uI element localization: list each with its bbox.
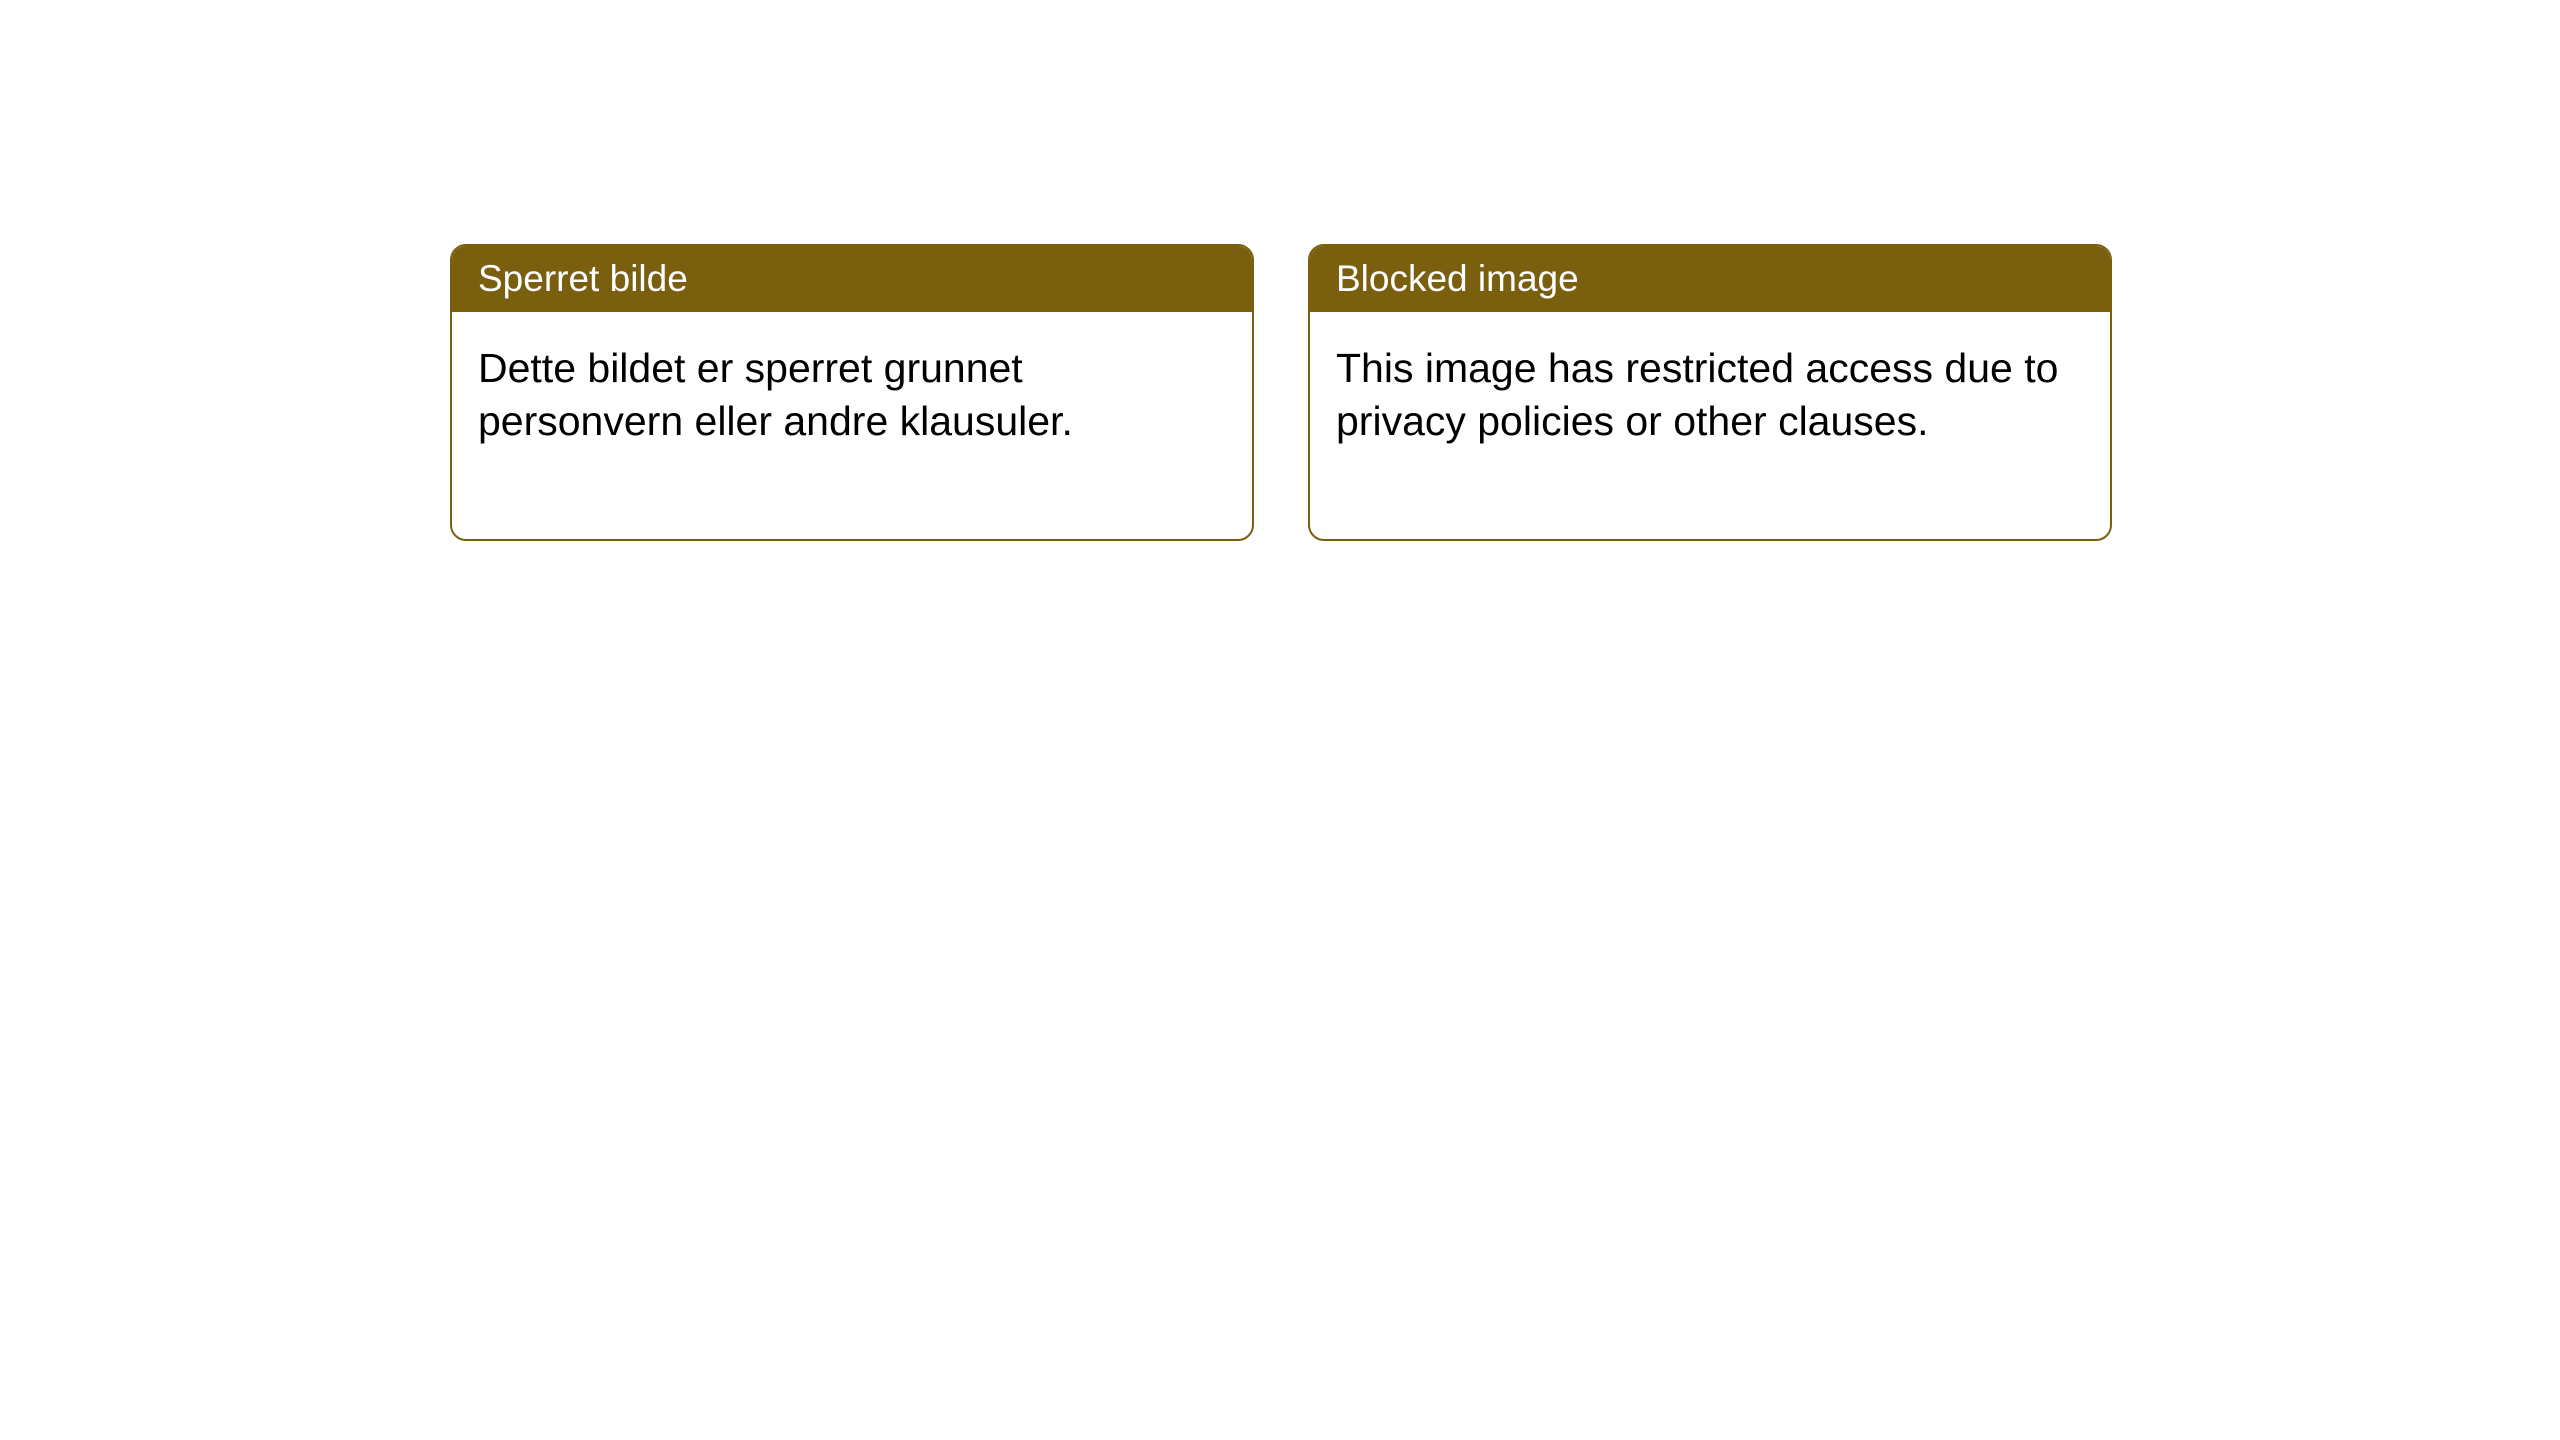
notice-card-norwegian: Sperret bilde Dette bildet er sperret gr…: [450, 244, 1254, 541]
notice-header-text: Blocked image: [1336, 258, 1579, 299]
notice-header-text: Sperret bilde: [478, 258, 688, 299]
notice-header: Sperret bilde: [452, 246, 1252, 312]
notice-body: This image has restricted access due to …: [1310, 312, 2110, 539]
notice-container: Sperret bilde Dette bildet er sperret gr…: [450, 244, 2112, 541]
notice-header: Blocked image: [1310, 246, 2110, 312]
notice-body-text: Dette bildet er sperret grunnet personve…: [478, 345, 1073, 444]
notice-body: Dette bildet er sperret grunnet personve…: [452, 312, 1252, 539]
notice-body-text: This image has restricted access due to …: [1336, 345, 2058, 444]
notice-card-english: Blocked image This image has restricted …: [1308, 244, 2112, 541]
